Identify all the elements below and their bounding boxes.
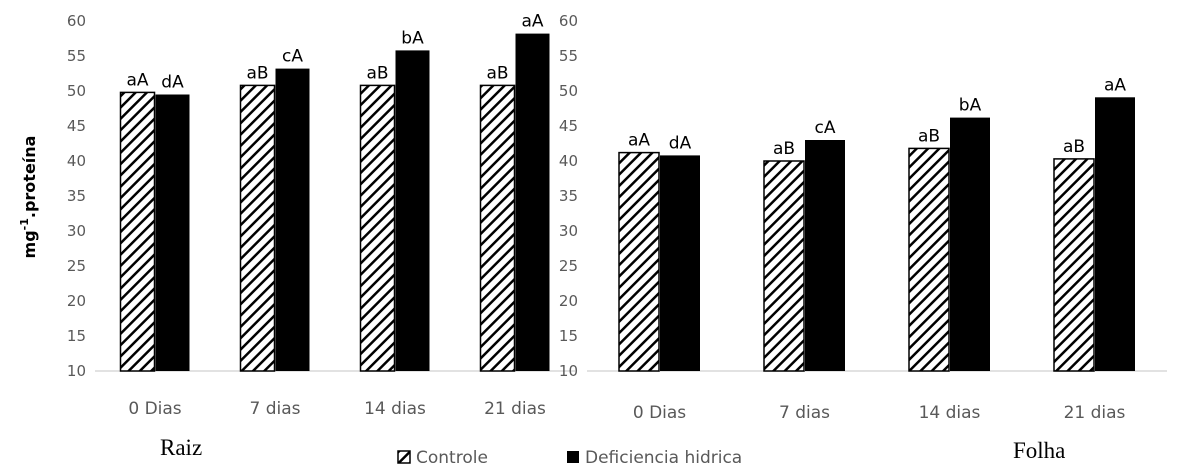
legend: Controle Deficiencia hidrica bbox=[397, 448, 742, 468]
bar-deficiencia bbox=[275, 68, 310, 371]
legend-label-deficiencia: Deficiencia hidrica bbox=[585, 448, 742, 468]
x-tick-label: 14 dias bbox=[364, 399, 426, 419]
y-axis-label: mg-1.proteína bbox=[18, 136, 39, 259]
y-tick-label: 50 bbox=[67, 82, 86, 100]
bar-controle bbox=[359, 84, 396, 372]
bar-deficiencia bbox=[805, 140, 845, 371]
bar-data-label: aB bbox=[773, 139, 795, 159]
bar-deficiencia bbox=[950, 117, 990, 371]
bar-data-label: aB bbox=[1063, 137, 1085, 157]
legend-swatch-deficiencia bbox=[567, 451, 579, 463]
y-tick-label: 35 bbox=[67, 187, 86, 205]
y-tick-label: 35 bbox=[559, 187, 578, 205]
y-tick-label: 50 bbox=[559, 82, 578, 100]
x-tick-label: 0 Dias bbox=[633, 403, 686, 423]
y-tick-label: 30 bbox=[67, 222, 86, 240]
bar-data-label: dA bbox=[669, 133, 692, 153]
bar-data-label: cA bbox=[815, 118, 836, 138]
bar-controle bbox=[479, 84, 516, 372]
y-tick-label: 15 bbox=[559, 327, 578, 345]
y-tick-label: 25 bbox=[67, 257, 86, 275]
y-tick-label: 40 bbox=[67, 152, 86, 170]
x-tick-label: 21 dias bbox=[1064, 403, 1126, 423]
bar-data-label: dA bbox=[161, 73, 184, 93]
y-axis-label-suffix: .proteína bbox=[20, 136, 39, 219]
y-axis-label-exponent: -1 bbox=[18, 218, 31, 230]
bar-data-label: aB bbox=[246, 63, 268, 83]
bar-data-label: aB bbox=[486, 63, 508, 83]
bar-controle bbox=[239, 84, 276, 372]
y-tick-label: 60 bbox=[67, 12, 86, 30]
panel-label-raiz: Raiz bbox=[160, 435, 202, 460]
bar-deficiencia bbox=[660, 155, 700, 371]
y-tick-label: 30 bbox=[559, 222, 578, 240]
y-tick-label: 55 bbox=[559, 47, 578, 65]
bar-controle bbox=[908, 147, 950, 372]
bar-data-label: aA bbox=[628, 131, 650, 151]
bar-controle bbox=[119, 91, 156, 372]
bar-deficiencia bbox=[515, 33, 550, 371]
bar-data-label: bA bbox=[959, 96, 982, 116]
bar-deficiencia bbox=[155, 94, 190, 371]
bar-data-label: aA bbox=[1104, 75, 1126, 95]
legend-label-controle: Controle bbox=[416, 448, 488, 468]
y-tick-label: 55 bbox=[67, 47, 86, 65]
y-tick-label: 20 bbox=[559, 292, 578, 310]
panel-label-folha: Folha bbox=[1013, 438, 1065, 463]
bar-data-label: aA bbox=[126, 70, 148, 90]
y-tick-label: 15 bbox=[67, 327, 86, 345]
x-tick-label: 21 dias bbox=[484, 399, 546, 419]
bar-deficiencia bbox=[1095, 97, 1135, 372]
bar-data-label: aB bbox=[366, 63, 388, 83]
y-axis-label-unit: mg bbox=[20, 230, 39, 258]
y-tick-label: 10 bbox=[67, 362, 86, 380]
y-tick-label: 45 bbox=[559, 117, 578, 135]
y-tick-label: 20 bbox=[67, 292, 86, 310]
bar-controle bbox=[1053, 158, 1095, 372]
bar-data-label: bA bbox=[401, 28, 424, 48]
bar-controle bbox=[763, 160, 805, 372]
y-tick-label: 10 bbox=[559, 362, 578, 380]
chart-panel-folha: 10 15 20 25 30 35 40 45 50 55 60 0 Dias aA dA 7 dias aB… bbox=[559, 12, 1167, 423]
bar-data-label: cA bbox=[282, 47, 303, 67]
bar-data-label: aB bbox=[918, 126, 940, 146]
bar-deficiencia bbox=[395, 50, 430, 372]
chart-panel-raiz: 10 15 20 25 30 35 40 45 50 55 60 0 Dias aA dA 7 dias aB… bbox=[67, 12, 575, 419]
x-tick-label: 7 dias bbox=[779, 403, 830, 423]
x-tick-label: 7 dias bbox=[249, 399, 300, 419]
y-tick-label: 60 bbox=[559, 12, 578, 30]
bar-controle bbox=[618, 151, 660, 372]
y-tick-label: 25 bbox=[559, 257, 578, 275]
legend-swatch-controle bbox=[397, 450, 411, 464]
bar-data-label: aA bbox=[521, 12, 543, 32]
x-tick-label: 0 Dias bbox=[128, 399, 181, 419]
x-tick-label: 14 dias bbox=[919, 403, 981, 423]
y-tick-label: 45 bbox=[67, 117, 86, 135]
y-tick-label: 40 bbox=[559, 152, 578, 170]
